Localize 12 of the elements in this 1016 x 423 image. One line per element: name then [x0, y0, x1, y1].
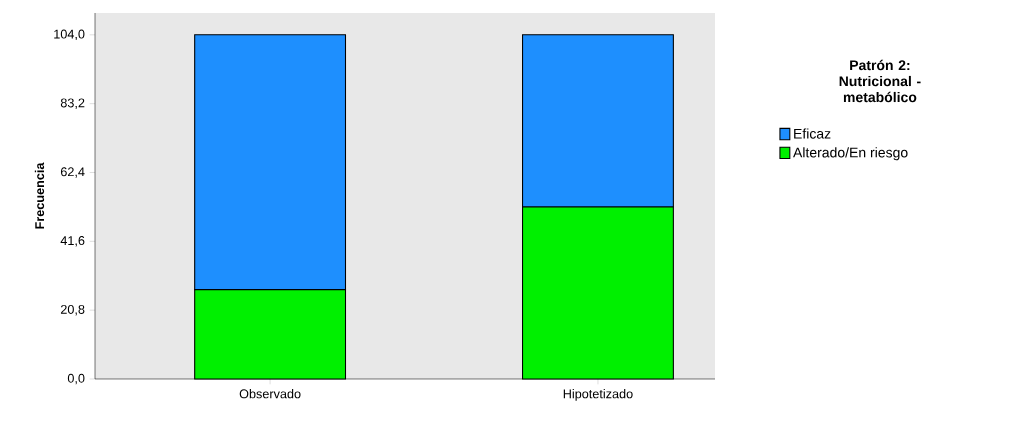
y-tick-label: 0,0: [67, 373, 85, 385]
legend-title: Patrón 2: Nutricional - metabólico: [839, 59, 921, 103]
y-tick-label: 41,6: [60, 236, 85, 247]
legend-label: Eficaz: [794, 128, 831, 139]
legend-label: Alterado/En riesgo: [793, 147, 908, 161]
y-tick-label: 104,0: [54, 29, 85, 41]
x-tick-label: Observado: [239, 389, 301, 399]
x-tick-label: Hipotetizado: [563, 389, 633, 401]
y-tick-label: 83,2: [60, 98, 85, 109]
y-axis-title: Frecuencia: [34, 162, 45, 229]
y-tick-label: 62,4: [60, 167, 85, 178]
y-tick-label: 20,8: [60, 304, 85, 316]
